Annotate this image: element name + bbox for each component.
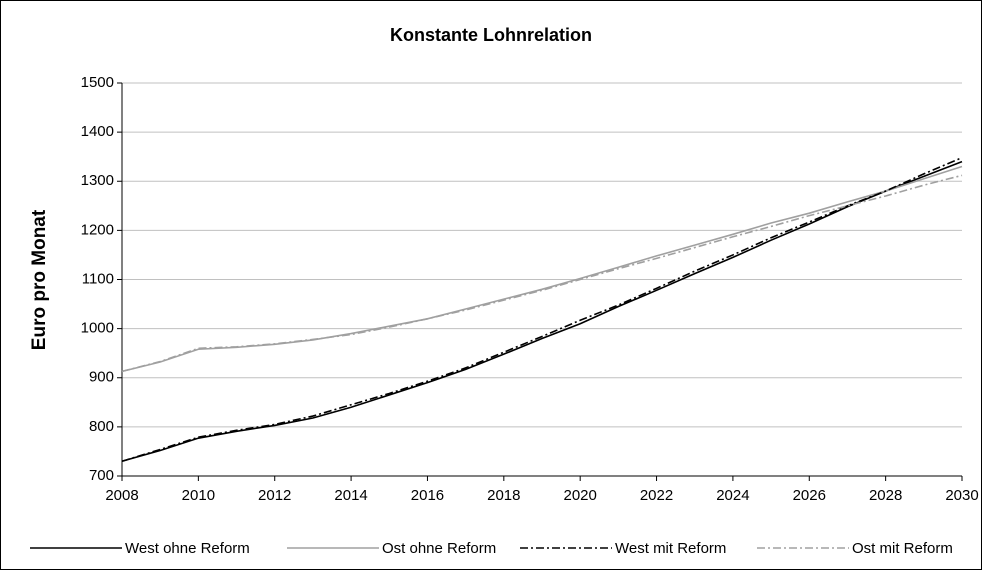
y-axis-label: Euro pro Monat <box>29 209 50 350</box>
legend-label: Ost ohne Reform <box>382 540 496 557</box>
x-tick-label: 2028 <box>869 487 902 504</box>
x-tick-label: 2008 <box>105 487 138 504</box>
y-tick-label: 700 <box>89 467 114 484</box>
x-tick-label: 2018 <box>487 487 520 504</box>
y-tick-label: 1100 <box>82 270 114 287</box>
series-line <box>121 165 963 373</box>
x-tick-label: 2010 <box>182 487 215 504</box>
series-line <box>121 156 963 463</box>
legend-label: Ost mit Reform <box>852 540 953 557</box>
x-tick-label: 2024 <box>716 487 749 504</box>
legend-label: West mit Reform <box>615 540 726 557</box>
x-tick-label: 2014 <box>334 487 367 504</box>
y-tick-label: 800 <box>89 418 114 435</box>
y-tick-label: 1300 <box>81 172 114 189</box>
y-tick-label: 1000 <box>81 320 114 337</box>
series-line <box>121 160 963 463</box>
chart-title: Konstante Lohnrelation <box>390 25 592 45</box>
x-tick-label: 2022 <box>640 487 673 504</box>
legend-label: West ohne Reform <box>125 540 250 557</box>
y-tick-label: 1400 <box>81 123 114 140</box>
y-tick-label: 1500 <box>81 74 114 91</box>
x-tick-label: 2026 <box>793 487 826 504</box>
x-tick-label: 2020 <box>563 487 596 504</box>
x-tick-label: 2016 <box>411 487 444 504</box>
x-tick-label: 2030 <box>945 487 978 504</box>
y-tick-label: 1200 <box>81 221 114 238</box>
x-tick-label: 2012 <box>258 487 291 504</box>
y-tick-label: 900 <box>89 369 114 386</box>
